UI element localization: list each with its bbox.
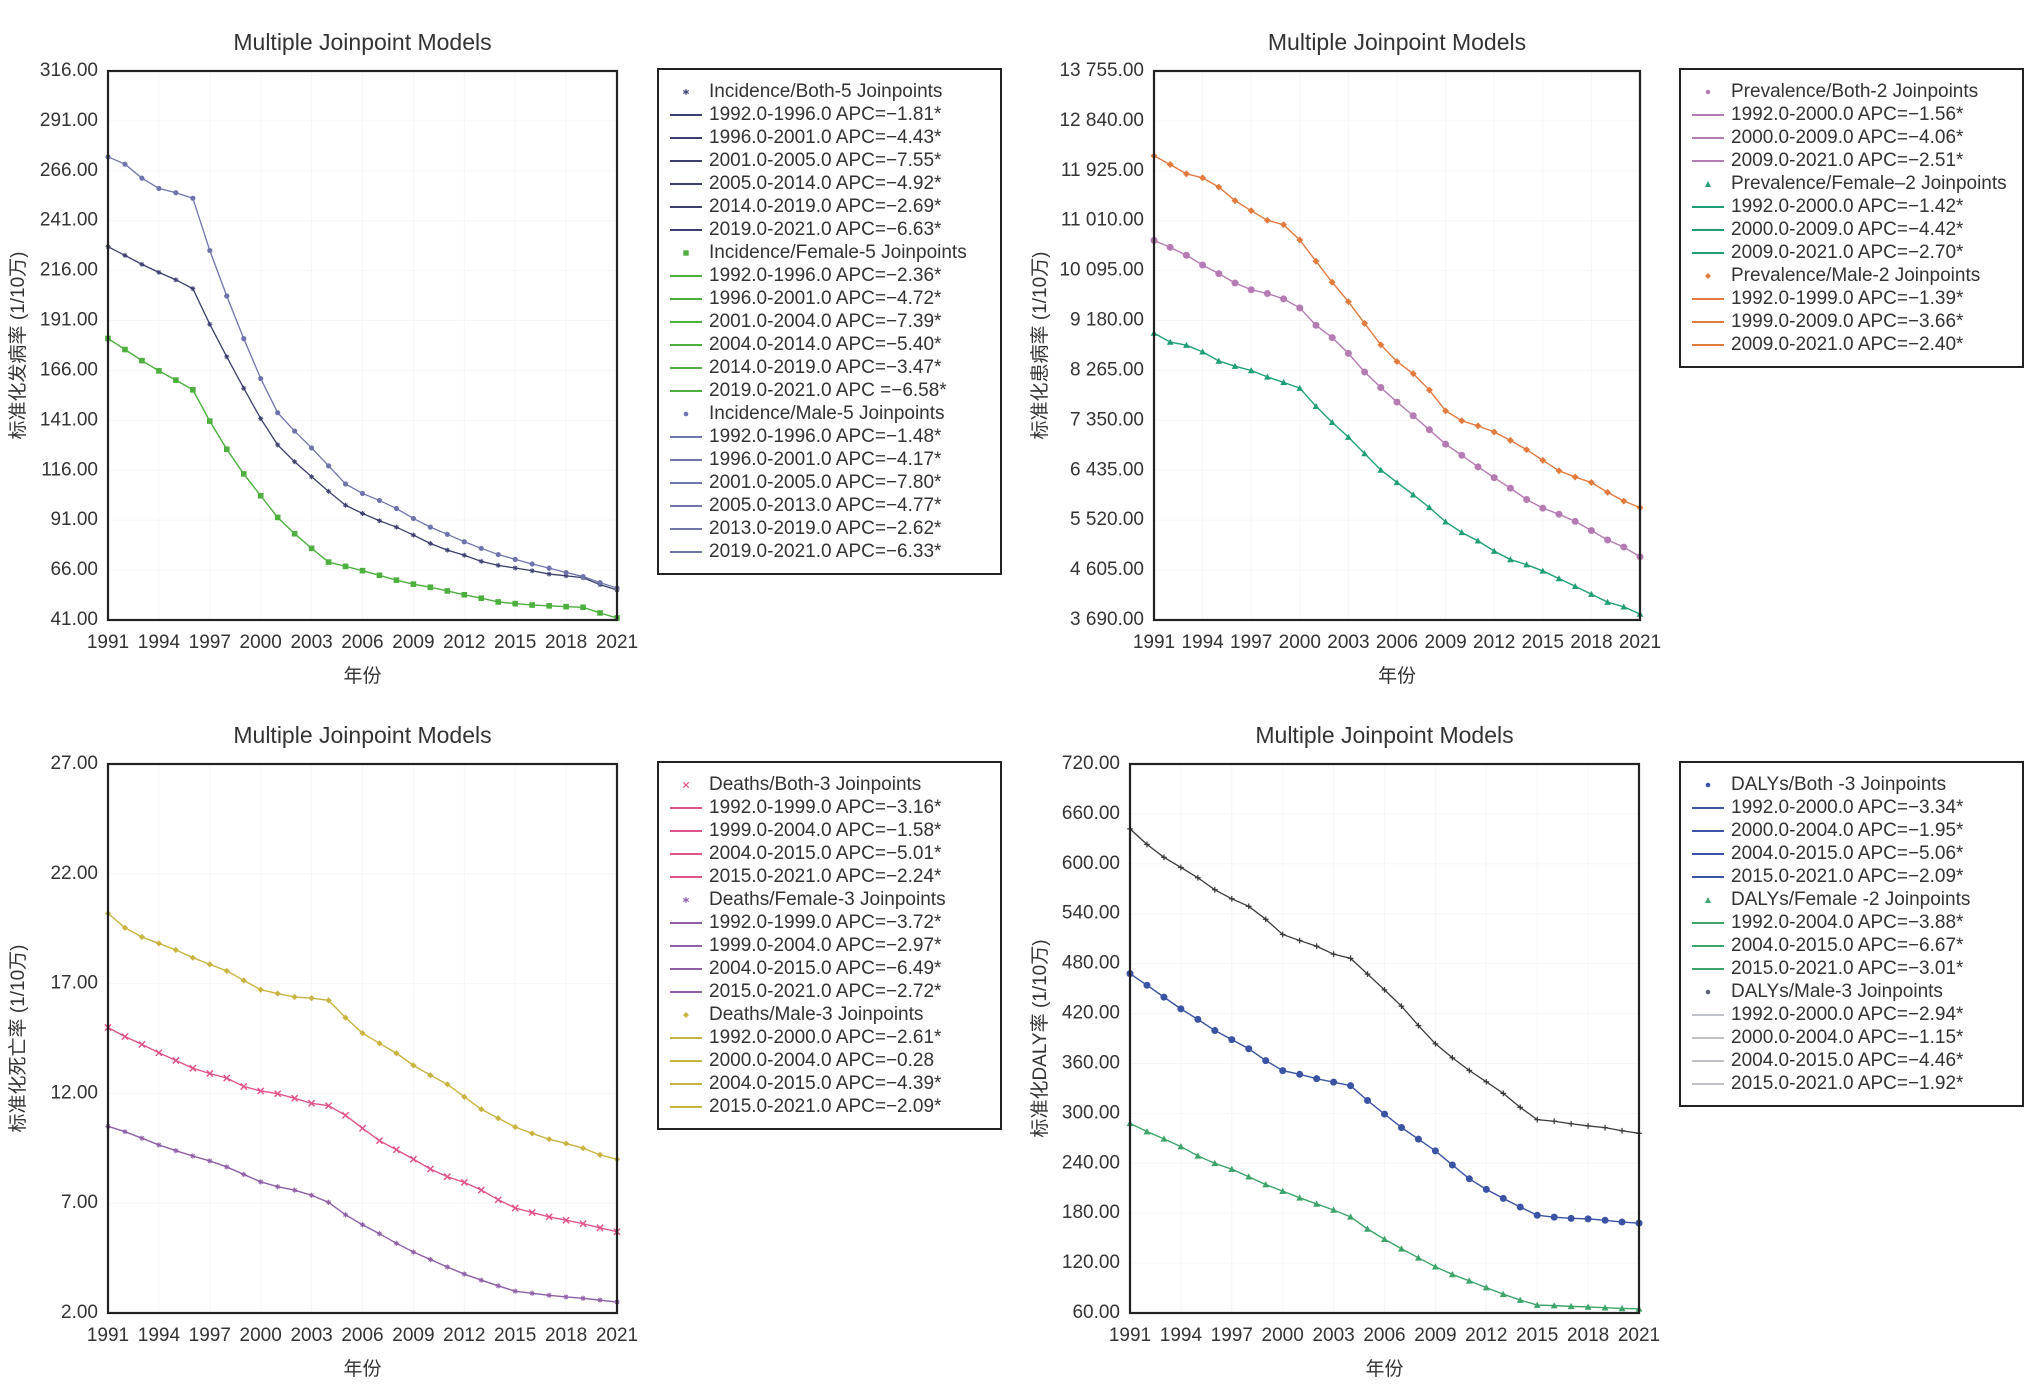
- svg-text:300.00: 300.00: [1062, 1102, 1120, 1123]
- svg-text:2.00: 2.00: [61, 1302, 98, 1323]
- svg-text:2009: 2009: [392, 632, 434, 653]
- svg-text:11 925.00: 11 925.00: [1061, 160, 1144, 181]
- svg-text:116.00: 116.00: [41, 459, 98, 480]
- svg-text:2009: 2009: [1424, 632, 1466, 653]
- svg-text:1991: 1991: [1109, 1325, 1151, 1346]
- svg-text:1997: 1997: [1230, 632, 1272, 653]
- svg-text:166.00: 166.00: [40, 359, 98, 380]
- svg-text:年份: 年份: [1378, 665, 1416, 687]
- svg-text:3 690.00: 3 690.00: [1070, 609, 1144, 630]
- svg-text:266.00: 266.00: [40, 160, 98, 181]
- svg-text:66.00: 66.00: [50, 559, 98, 580]
- svg-text:2006: 2006: [1376, 632, 1418, 653]
- svg-text:2006: 2006: [341, 632, 383, 653]
- svg-text:标准化DALY率 (1/10万): 标准化DALY率 (1/10万): [1029, 939, 1051, 1137]
- svg-text:1991: 1991: [87, 632, 129, 653]
- svg-text:2012: 2012: [1465, 1325, 1507, 1346]
- svg-text:2018: 2018: [545, 632, 587, 653]
- svg-text:10 095.00: 10 095.00: [1059, 260, 1144, 281]
- svg-text:1994: 1994: [1160, 1325, 1203, 1346]
- svg-text:标准化发病率 (1/10万): 标准化发病率 (1/10万): [7, 252, 29, 440]
- svg-text:11 010.00: 11 010.00: [1061, 210, 1144, 231]
- svg-text:2000: 2000: [1262, 1325, 1304, 1346]
- svg-text:2006: 2006: [341, 1325, 383, 1346]
- svg-text:180.00: 180.00: [1062, 1202, 1120, 1223]
- svg-text:4 605.00: 4 605.00: [1070, 559, 1144, 580]
- svg-text:41.00: 41.00: [50, 609, 98, 630]
- svg-text:1994: 1994: [138, 1325, 181, 1346]
- svg-text:720.00: 720.00: [1062, 753, 1120, 774]
- svg-text:标准化死亡率 (1/10万): 标准化死亡率 (1/10万): [7, 945, 29, 1133]
- svg-text:240.00: 240.00: [1062, 1152, 1120, 1173]
- svg-text:27.00: 27.00: [50, 753, 98, 774]
- svg-text:2021: 2021: [596, 1325, 638, 1346]
- svg-text:1991: 1991: [87, 1325, 129, 1346]
- svg-text:5 520.00: 5 520.00: [1070, 509, 1144, 530]
- svg-text:2003: 2003: [290, 632, 332, 653]
- svg-text:2018: 2018: [545, 1325, 587, 1346]
- svg-text:291.00: 291.00: [40, 110, 98, 131]
- svg-text:13 755.00: 13 755.00: [1059, 60, 1144, 81]
- svg-text:60.00: 60.00: [1072, 1302, 1120, 1323]
- svg-text:Multiple Joinpoint Models: Multiple Joinpoint Models: [233, 722, 491, 748]
- svg-text:年份: 年份: [343, 665, 381, 687]
- svg-text:2000: 2000: [240, 1325, 282, 1346]
- svg-text:480.00: 480.00: [1062, 953, 1120, 974]
- svg-text:1991: 1991: [1133, 632, 1175, 653]
- svg-text:标准化患病率 (1/10万): 标准化患病率 (1/10万): [1029, 252, 1051, 440]
- svg-text:2015: 2015: [494, 1325, 536, 1346]
- svg-text:2003: 2003: [1327, 632, 1369, 653]
- svg-text:1997: 1997: [189, 632, 231, 653]
- svg-text:1997: 1997: [1211, 1325, 1253, 1346]
- svg-text:Multiple Joinpoint Models: Multiple Joinpoint Models: [1268, 29, 1526, 55]
- svg-text:Multiple Joinpoint Models: Multiple Joinpoint Models: [1255, 722, 1513, 748]
- svg-text:9 180.00: 9 180.00: [1070, 310, 1144, 331]
- svg-text:120.00: 120.00: [1062, 1252, 1120, 1273]
- svg-text:2009: 2009: [1414, 1325, 1456, 1346]
- svg-text:12.00: 12.00: [50, 1082, 98, 1103]
- svg-text:420.00: 420.00: [1062, 1003, 1120, 1024]
- svg-text:660.00: 660.00: [1062, 803, 1120, 824]
- svg-text:241.00: 241.00: [40, 210, 98, 231]
- svg-text:2006: 2006: [1363, 1325, 1405, 1346]
- svg-text:6 435.00: 6 435.00: [1070, 459, 1144, 480]
- svg-text:141.00: 141.00: [40, 409, 98, 430]
- svg-text:2003: 2003: [1312, 1325, 1354, 1346]
- svg-text:1994: 1994: [1181, 632, 1224, 653]
- svg-text:316.00: 316.00: [40, 60, 98, 81]
- svg-text:2021: 2021: [1618, 1325, 1660, 1346]
- svg-text:360.00: 360.00: [1062, 1052, 1120, 1073]
- svg-text:2015: 2015: [1522, 632, 1564, 653]
- svg-text:2018: 2018: [1567, 1325, 1609, 1346]
- svg-text:8 265.00: 8 265.00: [1070, 359, 1144, 380]
- svg-text:2012: 2012: [1473, 632, 1515, 653]
- svg-text:2000: 2000: [240, 632, 282, 653]
- svg-text:年份: 年份: [1365, 1358, 1403, 1380]
- svg-text:7.00: 7.00: [61, 1192, 98, 1213]
- svg-text:1994: 1994: [138, 632, 181, 653]
- svg-text:12 840.00: 12 840.00: [1059, 110, 1144, 131]
- svg-text:Multiple Joinpoint Models: Multiple Joinpoint Models: [233, 29, 491, 55]
- svg-text:年份: 年份: [343, 1358, 381, 1380]
- svg-text:22.00: 22.00: [50, 863, 98, 884]
- svg-text:216.00: 216.00: [40, 260, 98, 281]
- svg-text:540.00: 540.00: [1062, 903, 1120, 924]
- svg-text:91.00: 91.00: [50, 509, 98, 530]
- svg-text:191.00: 191.00: [40, 310, 98, 331]
- svg-text:2000: 2000: [1279, 632, 1321, 653]
- svg-text:2021: 2021: [596, 632, 638, 653]
- svg-text:7 350.00: 7 350.00: [1070, 409, 1144, 430]
- svg-text:17.00: 17.00: [50, 973, 98, 994]
- svg-text:2003: 2003: [290, 1325, 332, 1346]
- svg-text:2009: 2009: [392, 1325, 434, 1346]
- svg-text:2018: 2018: [1570, 632, 1612, 653]
- svg-text:1997: 1997: [189, 1325, 231, 1346]
- svg-text:2012: 2012: [443, 632, 485, 653]
- svg-text:600.00: 600.00: [1062, 853, 1120, 874]
- svg-text:2015: 2015: [1516, 1325, 1558, 1346]
- svg-text:2021: 2021: [1619, 632, 1661, 653]
- svg-text:2015: 2015: [494, 632, 536, 653]
- svg-text:2012: 2012: [443, 1325, 485, 1346]
